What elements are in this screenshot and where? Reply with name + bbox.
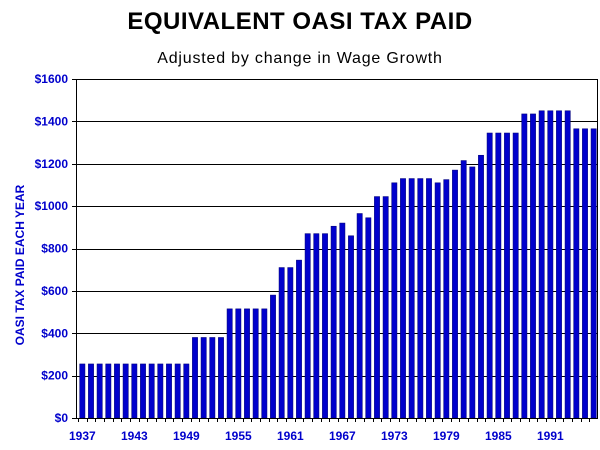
bar-1984 bbox=[486, 132, 493, 419]
bar-1979 bbox=[443, 179, 450, 419]
gridlines bbox=[76, 79, 598, 377]
bar-1995 bbox=[582, 128, 588, 419]
bar-1942 bbox=[122, 363, 129, 419]
bar-1945 bbox=[148, 363, 155, 419]
y-tick-label: $600 bbox=[41, 284, 68, 298]
bar-1952 bbox=[209, 337, 216, 419]
bar-1958 bbox=[261, 308, 268, 419]
bar-1972 bbox=[382, 196, 389, 419]
bar-1940 bbox=[105, 363, 112, 419]
bar-1948 bbox=[174, 363, 181, 419]
bar-1962 bbox=[296, 259, 302, 419]
bar-1961 bbox=[287, 267, 294, 419]
bar-1970 bbox=[365, 217, 372, 419]
axes bbox=[72, 79, 598, 422]
y-tick-label: $1400 bbox=[35, 114, 69, 128]
bar-1956 bbox=[244, 308, 250, 419]
bar-1951 bbox=[200, 337, 207, 419]
y-tick-label: $1200 bbox=[35, 157, 69, 171]
y-axis-label: OASI TAX PAID EACH YEAR bbox=[13, 184, 27, 345]
bar-1996 bbox=[590, 128, 597, 419]
bar-1967 bbox=[339, 222, 346, 419]
bar-1986 bbox=[504, 132, 510, 419]
y-tick-label: $800 bbox=[41, 242, 68, 256]
bar-1975 bbox=[408, 178, 415, 419]
bar-1968 bbox=[348, 235, 354, 419]
x-tick-label: 1949 bbox=[173, 429, 200, 443]
bar-1992 bbox=[556, 110, 562, 419]
bar-1950 bbox=[192, 337, 198, 419]
bar-1943 bbox=[131, 363, 138, 419]
y-tick-label: $400 bbox=[41, 326, 68, 340]
bar-1981 bbox=[460, 160, 467, 419]
bar-1955 bbox=[235, 308, 242, 419]
bar-1937 bbox=[79, 363, 86, 419]
chart-title: EQUIVALENT OASI TAX PAID bbox=[127, 8, 473, 35]
bar-1959 bbox=[270, 294, 276, 419]
bar-1939 bbox=[96, 363, 103, 419]
bar-1957 bbox=[252, 308, 259, 419]
bar-1963 bbox=[304, 233, 311, 419]
x-tick-label: 1967 bbox=[329, 429, 356, 443]
bar-1966 bbox=[330, 225, 337, 419]
y-tick-label: $1600 bbox=[35, 72, 69, 86]
bar-1983 bbox=[478, 154, 484, 419]
bar-1941 bbox=[114, 363, 120, 419]
bar-1978 bbox=[434, 182, 441, 419]
x-tick-labels: 1937 1943 1949 1955 1961 1967 1973 1979 1985 1991 bbox=[69, 429, 564, 443]
x-tick-label: 1955 bbox=[225, 429, 252, 443]
bar-1985 bbox=[495, 132, 502, 419]
chart-subtitle: Adjusted by change in Wage Growth bbox=[157, 50, 443, 67]
x-tick-label: 1979 bbox=[433, 429, 460, 443]
bar-1965 bbox=[322, 233, 328, 419]
bars bbox=[79, 110, 597, 419]
bar-1991 bbox=[547, 110, 554, 419]
bar-1989 bbox=[530, 113, 536, 419]
bar-1994 bbox=[573, 128, 580, 419]
y-tick-labels: $0 $200 $400 $600 $800 $1000 $1200 $1400 $1600 bbox=[35, 72, 69, 425]
bar-1960 bbox=[278, 267, 285, 419]
bar-1988 bbox=[521, 113, 528, 419]
bar-1980 bbox=[452, 169, 458, 419]
x-tick-label: 1973 bbox=[381, 429, 408, 443]
bar-1949 bbox=[183, 363, 190, 419]
bar-1987 bbox=[512, 132, 519, 419]
x-tick-label: 1985 bbox=[485, 429, 512, 443]
bar-1973 bbox=[391, 182, 398, 419]
bar-1977 bbox=[426, 178, 432, 419]
x-tick-label: 1961 bbox=[277, 429, 304, 443]
bar-1946 bbox=[157, 363, 164, 419]
y-tick-label: $0 bbox=[55, 411, 69, 425]
bar-1947 bbox=[166, 363, 172, 419]
bar-1954 bbox=[226, 308, 233, 419]
x-tick-label: 1943 bbox=[121, 429, 148, 443]
bar-1990 bbox=[538, 110, 545, 419]
bar-1969 bbox=[356, 213, 363, 419]
y-tick-label: $1000 bbox=[35, 199, 69, 213]
bar-1971 bbox=[374, 196, 380, 419]
bar-1982 bbox=[469, 166, 476, 419]
bar-1993 bbox=[564, 110, 571, 419]
bar-1944 bbox=[140, 363, 146, 419]
y-tick-label: $200 bbox=[41, 369, 68, 383]
bar-1953 bbox=[218, 337, 224, 419]
bar-1976 bbox=[417, 178, 424, 419]
x-tick-label: 1937 bbox=[69, 429, 96, 443]
x-tick-label: 1991 bbox=[537, 429, 564, 443]
bar-1964 bbox=[313, 233, 320, 419]
bar-1974 bbox=[400, 178, 406, 419]
bar-1938 bbox=[88, 363, 94, 419]
